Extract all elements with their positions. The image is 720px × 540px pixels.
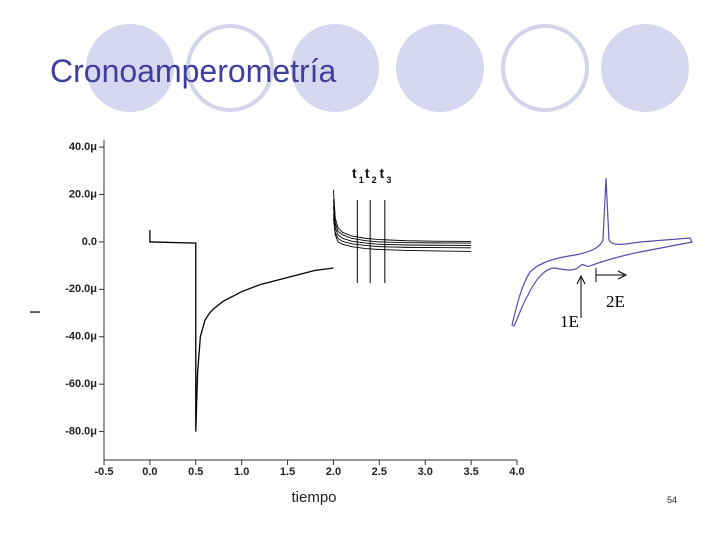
x-tick-label: 2.5	[372, 466, 387, 478]
y-tick-label: 40.0μ	[69, 141, 97, 153]
inset-curve	[511, 177, 693, 327]
x-tick-label: 1.5	[280, 466, 295, 478]
marker-subscript: 3	[386, 175, 391, 185]
x-tick-label: 0.5	[188, 466, 203, 478]
marker-label: t	[352, 165, 357, 181]
data-line	[149, 230, 334, 432]
marker-subscript: 2	[372, 175, 377, 185]
marker-subscript: 1	[359, 175, 364, 185]
marker-label: t	[365, 165, 370, 181]
circle	[291, 24, 379, 112]
data-line	[332, 199, 472, 244]
inset-label: 1E	[560, 312, 579, 331]
y-tick-label: -80.0μ	[65, 425, 97, 437]
x-axis-title: tiempo	[291, 489, 336, 506]
y-tick-label: -40.0μ	[65, 331, 97, 343]
inset-label: 2E	[606, 292, 625, 311]
circle	[86, 24, 174, 112]
x-tick-label: 3.5	[463, 466, 478, 478]
x-tick-label: 0.0	[142, 466, 157, 478]
x-tick-label: 4.0	[509, 466, 524, 478]
circle	[186, 24, 274, 112]
data-line	[332, 213, 472, 249]
arrow-head	[576, 274, 586, 285]
slide-title: Cronoamperometría	[50, 53, 337, 89]
y-tick-label: 0.0	[82, 236, 97, 248]
arrow-head	[617, 270, 628, 280]
x-tick-label: 1.0	[234, 466, 249, 478]
inset: 1E 2E	[511, 177, 693, 331]
plot: 40.0μ 20.0μ 0.0 -20.0μ -40.0μ -60.0μ -80.0μ -0.…	[65, 140, 525, 478]
page-number: 54	[667, 495, 677, 505]
circle	[501, 24, 589, 112]
x-tick-label: -0.5	[95, 466, 114, 478]
data-line	[332, 206, 472, 246]
circle	[396, 24, 484, 112]
y-tick-label: -60.0μ	[65, 378, 97, 390]
x-tick-label: 2.0	[326, 466, 341, 478]
y-tick-label: 20.0μ	[69, 188, 97, 200]
marker-label: t	[380, 165, 385, 181]
y-axis-title: I	[27, 310, 44, 314]
x-tick-label: 3.0	[418, 466, 433, 478]
data-line	[332, 189, 472, 242]
y-tick-label: -20.0μ	[65, 283, 97, 295]
decor-circles	[86, 24, 689, 112]
data-line	[332, 218, 472, 252]
circle	[601, 24, 689, 112]
